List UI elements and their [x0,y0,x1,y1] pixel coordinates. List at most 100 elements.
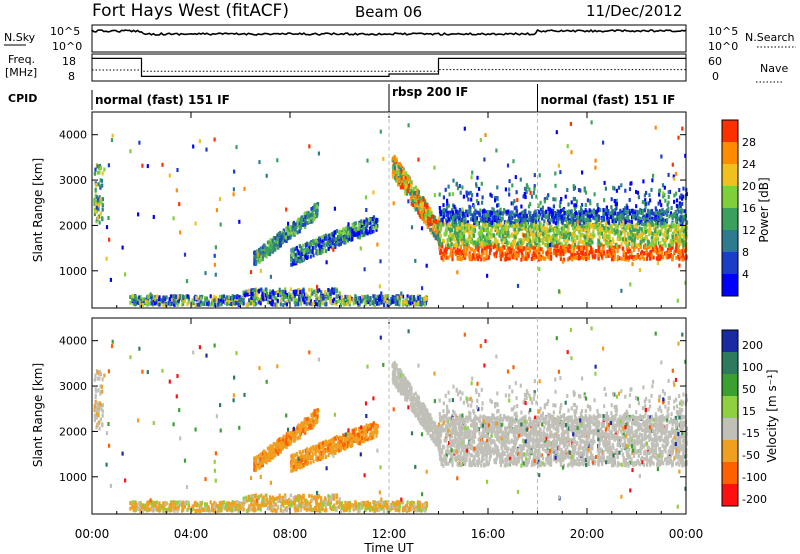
power-cell [182,301,185,306]
power-cell [614,202,617,207]
power-cell [298,259,301,264]
power-cell [533,186,536,191]
power-cell [231,294,234,299]
power-cell [574,239,577,243]
power-cell [324,241,327,246]
power-cell [631,224,634,229]
power-cell [97,203,100,208]
power-cell [600,231,604,236]
power-cell [625,228,628,232]
power-cell [314,238,318,243]
power-cell [580,211,583,216]
power-cell [348,228,351,233]
power-cell [482,256,486,261]
power-cell [353,299,356,304]
power-cell [300,220,303,225]
power-cell [149,294,152,299]
power-cell [328,289,331,294]
power-cell [469,205,472,210]
power-cell [480,257,483,262]
power-cell [683,216,686,221]
power-cell [302,256,305,261]
power-cell [598,226,601,231]
power-cell [297,302,300,307]
power-cell [358,302,361,307]
power-cell [448,235,451,239]
power-cell [469,238,472,243]
power-cell [563,208,566,213]
power-cell [654,226,657,231]
power-cell [659,255,662,260]
nsky-label: N.Sky [4,31,36,44]
power-cell [306,294,309,299]
power-cell [129,295,132,300]
power-cell [289,225,292,230]
power-cell [445,213,448,218]
power-cell [334,237,337,242]
power-cell [567,202,570,207]
power-cell [655,244,658,249]
power-cell [461,256,465,260]
power-cell [526,232,529,237]
power-cell [300,217,303,222]
power-cell [98,170,101,175]
power-cell [177,299,180,304]
power-cell [390,296,393,301]
power-cell [480,235,483,240]
power-cell [596,202,599,207]
power-cell [94,209,97,214]
power-cell [599,231,602,236]
power-cell [418,296,421,301]
power-cell [285,229,288,233]
power-cell [298,294,301,299]
power-cell [501,227,504,231]
power-cell [639,245,642,249]
power-cell [314,302,318,307]
power-cell [512,234,515,238]
power-cell [413,191,416,196]
power-cell [396,299,399,303]
power-cell [531,253,534,258]
power-cell [475,210,478,215]
power-cell [421,209,424,213]
power-cell [547,219,550,224]
power-cell [636,190,640,195]
power-cell [653,237,656,242]
power-cell [99,196,102,201]
power-cell [582,242,585,247]
power-cell [459,229,462,234]
power-cell [466,223,469,228]
nsearch-tick-high: 10^5 [708,25,738,38]
power-cell [573,233,576,238]
power-cell [584,254,587,259]
power-cell [659,212,662,217]
power-cell [517,213,520,218]
power-cell [423,199,426,204]
power-cell [528,210,531,215]
power-cell [566,238,569,243]
power-cell [573,229,576,234]
power-cell [660,221,663,226]
power-cell [296,254,299,259]
power-cell [548,256,551,261]
power-cell [579,205,583,210]
power-cell [321,239,324,244]
power-cell [455,223,458,227]
power-cell [412,186,415,191]
power-cell [604,221,607,226]
power-cell [507,240,510,245]
power-cell [609,242,612,246]
power-cell [617,233,620,238]
power-cell [398,299,401,304]
power-cell [479,208,482,213]
power-cell [442,222,445,227]
power-cell [649,249,653,254]
power-cell [540,247,543,252]
power-cell [271,299,274,304]
power-cell [316,289,319,293]
power-cell [335,294,338,299]
power-cell [417,301,420,305]
power-cell [299,253,302,258]
power-cell [356,301,360,305]
